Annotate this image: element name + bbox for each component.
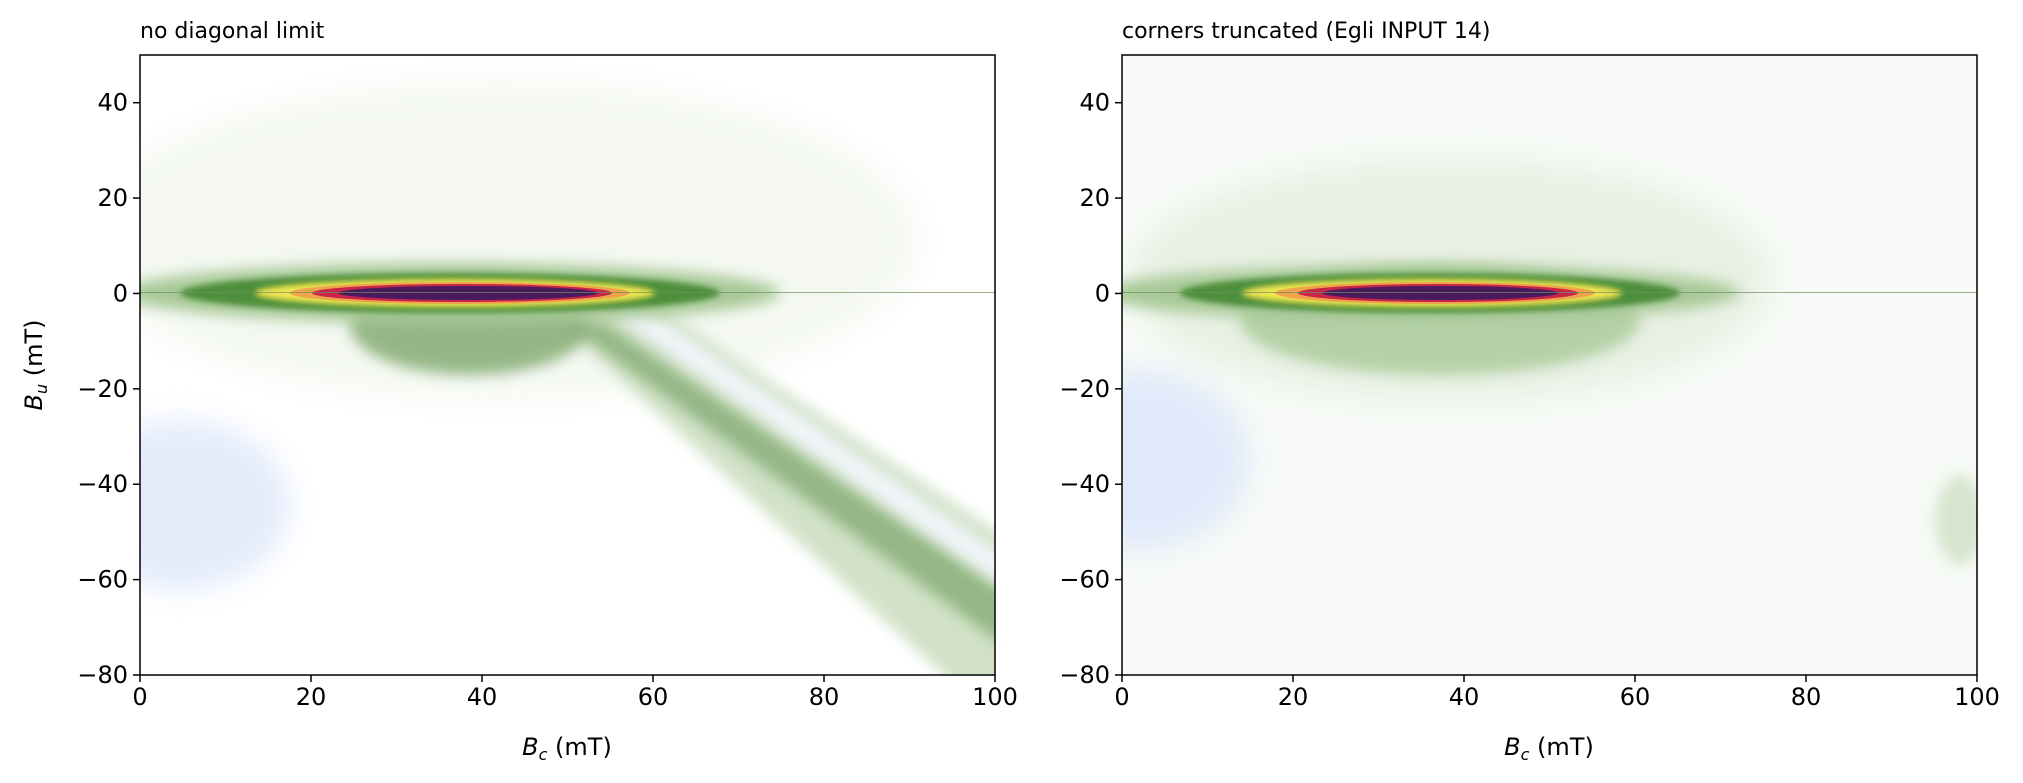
right-x-tick-label: 80 xyxy=(1791,683,1822,711)
right-x-tick-label: 20 xyxy=(1278,683,1309,711)
left-x-ticks: 0 20 40 60 80 100 xyxy=(132,675,1018,711)
left-y-tick-label: 0 xyxy=(113,279,128,307)
left-negative-region xyxy=(140,420,290,590)
left-heatmap xyxy=(140,80,995,675)
right-heatmap xyxy=(1122,55,1977,675)
right-x-axis-label: Bc (mT) xyxy=(1504,733,1594,764)
left-diagonal-inner-white xyxy=(600,305,995,580)
right-y-tick-label: 40 xyxy=(1079,89,1110,117)
right-edge-patch xyxy=(1935,475,1977,565)
right-panel: corners truncated (Egli INPUT 14) 0 20 40 6… xyxy=(1059,19,2000,764)
right-y-tick-label: −40 xyxy=(1059,470,1110,498)
right-x-tick-label: 40 xyxy=(1449,683,1480,711)
left-x-tick-label: 100 xyxy=(972,683,1018,711)
left-x-tick-label: 60 xyxy=(638,683,669,711)
left-y-tick-label: −80 xyxy=(77,661,128,689)
right-y-ticks: −80 −60 −40 −20 0 20 40 xyxy=(1059,89,1122,689)
right-panel-title: corners truncated (Egli INPUT 14) xyxy=(1122,19,1490,44)
right-y-tick-label: −20 xyxy=(1059,375,1110,403)
right-x-tick-label: 0 xyxy=(1114,683,1129,711)
left-y-tick-label: 20 xyxy=(97,184,128,212)
left-diagonal-band-core xyxy=(575,320,995,639)
left-x-axis-label: Bc (mT) xyxy=(522,733,612,764)
left-plot-frame xyxy=(139,54,996,676)
right-x-tick-label: 100 xyxy=(1954,683,2000,711)
left-x-tick-label: 80 xyxy=(809,683,840,711)
left-x-tick-label: 20 xyxy=(296,683,327,711)
left-y-tick-label: −40 xyxy=(77,470,128,498)
left-y-tick-label: 40 xyxy=(97,89,128,117)
right-y-tick-label: 0 xyxy=(1095,279,1110,307)
left-x-tick-label: 0 xyxy=(132,683,147,711)
left-x-tick-label: 40 xyxy=(467,683,498,711)
right-ridge-line xyxy=(1122,292,1977,293)
left-ridge-line xyxy=(140,292,995,293)
left-panel: no diagonal limit 0 20 40 60 80 100 −80 −60 −40… xyxy=(20,19,1018,764)
left-y-tick-label: −60 xyxy=(77,566,128,594)
right-negative-region xyxy=(1122,370,1250,550)
left-y-axis-label: Bu (mT) xyxy=(20,319,51,410)
right-x-tick-label: 60 xyxy=(1620,683,1651,711)
right-y-tick-label: −80 xyxy=(1059,661,1110,689)
right-plot-frame xyxy=(1121,54,1978,676)
right-y-tick-label: −60 xyxy=(1059,566,1110,594)
right-x-ticks: 0 20 40 60 80 100 xyxy=(1114,675,2000,711)
left-y-ticks: −80 −60 −40 −20 0 20 40 xyxy=(77,89,140,689)
left-panel-title: no diagonal limit xyxy=(140,19,325,44)
left-y-tick-label: −20 xyxy=(77,375,128,403)
right-y-tick-label: 20 xyxy=(1079,184,1110,212)
